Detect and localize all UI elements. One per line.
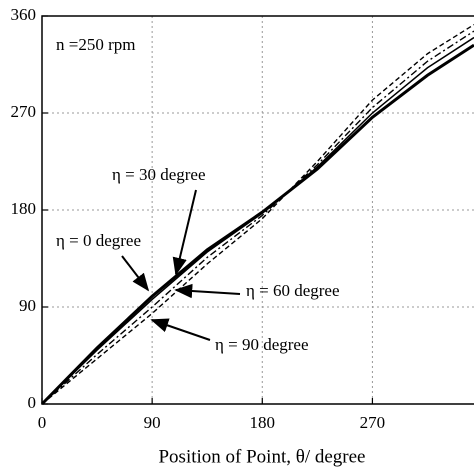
series-annotation: η = 60 degree: [246, 281, 340, 300]
series-annotation: η = 90 degree: [215, 335, 309, 354]
arrow: [121, 255, 150, 292]
lines: [40, 24, 474, 406]
y-tick-label: 270: [11, 102, 37, 121]
x-axis-label: Position of Point, θ/ degree: [158, 446, 365, 467]
series-annotation: η = 0 degree: [56, 231, 141, 250]
series-line: [41, 24, 474, 405]
series-line: [40, 43, 474, 406]
series-annotation: η = 30 degree: [112, 165, 206, 184]
y-tick-label: 180: [11, 199, 37, 218]
arrow: [172, 189, 197, 276]
y-tick-label: 90: [19, 296, 36, 315]
arrow: [174, 283, 241, 299]
series-line: [41, 36, 474, 405]
series-line: [41, 30, 474, 405]
x-tick-label: 180: [250, 413, 276, 432]
arrow: [150, 318, 211, 341]
x-tick-label: 270: [360, 413, 386, 432]
y-tick-label: 360: [11, 5, 37, 24]
x-tick-label: 90: [144, 413, 161, 432]
annotation: n =250 rpm: [56, 35, 135, 54]
x-tick-label: 0: [38, 413, 47, 432]
y-tick-label: 0: [28, 393, 37, 412]
